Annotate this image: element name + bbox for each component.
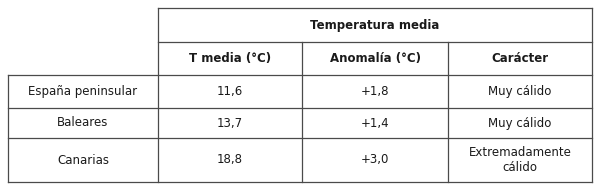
Text: Muy cálido: Muy cálido (488, 116, 551, 130)
Text: España peninsular: España peninsular (28, 85, 137, 98)
Text: Canarias: Canarias (57, 154, 109, 166)
Text: T media (°C): T media (°C) (189, 52, 271, 65)
Text: Baleares: Baleares (58, 116, 109, 130)
Text: Extremadamente
cálido: Extremadamente cálido (469, 146, 571, 174)
Text: Carácter: Carácter (491, 52, 548, 65)
Text: Muy cálido: Muy cálido (488, 85, 551, 98)
Text: +1,8: +1,8 (361, 85, 389, 98)
Text: 11,6: 11,6 (217, 85, 243, 98)
Text: 18,8: 18,8 (217, 154, 243, 166)
Text: +1,4: +1,4 (361, 116, 389, 130)
Text: +3,0: +3,0 (361, 154, 389, 166)
Text: 13,7: 13,7 (217, 116, 243, 130)
Text: Anomalía (°C): Anomalía (°C) (329, 52, 421, 65)
Text: Temperatura media: Temperatura media (310, 18, 440, 32)
